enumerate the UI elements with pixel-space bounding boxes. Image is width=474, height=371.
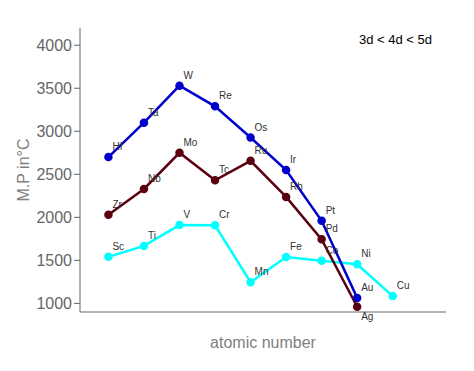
svg-text:Ir: Ir — [290, 154, 297, 165]
svg-text:Fe: Fe — [290, 241, 302, 252]
svg-text:W: W — [183, 70, 193, 81]
svg-text:Zr: Zr — [112, 199, 122, 210]
svg-text:Ti: Ti — [148, 230, 156, 241]
svg-text:Re: Re — [219, 90, 232, 101]
svg-text:1000: 1000 — [36, 295, 72, 312]
svg-text:Ag: Ag — [361, 311, 373, 322]
svg-text:Au: Au — [361, 282, 373, 293]
svg-text:Mn: Mn — [255, 266, 269, 277]
svg-text:3000: 3000 — [36, 123, 72, 140]
svg-text:Cr: Cr — [219, 209, 230, 220]
svg-text:Os: Os — [255, 122, 268, 133]
svg-text:atomic number: atomic number — [210, 334, 316, 351]
svg-text:4000: 4000 — [36, 37, 72, 54]
svg-text:Ta: Ta — [148, 107, 159, 118]
svg-text:Cu: Cu — [397, 280, 410, 291]
svg-text:Ni: Ni — [361, 248, 370, 259]
svg-text:Co: Co — [326, 245, 339, 256]
svg-text:2500: 2500 — [36, 166, 72, 183]
svg-text:3500: 3500 — [36, 80, 72, 97]
svg-text:Tc: Tc — [219, 164, 229, 175]
svg-text:Pt: Pt — [326, 205, 336, 216]
svg-text:2000: 2000 — [36, 209, 72, 226]
svg-text:Rh: Rh — [290, 181, 303, 192]
svg-text:Nb: Nb — [148, 173, 161, 184]
html-text:3d < 4d < 5d: 3d < 4d < 5d — [359, 32, 432, 47]
svg-text:Ru: Ru — [255, 145, 268, 156]
svg-text:Pd: Pd — [326, 223, 338, 234]
svg-text:M.P in°C: M.P in°C — [15, 138, 32, 201]
svg-text:V: V — [183, 209, 190, 220]
svg-text:1500: 1500 — [36, 252, 72, 269]
svg-text:Hf: Hf — [112, 141, 122, 152]
svg-text:Sc: Sc — [112, 241, 124, 252]
svg-text:Mo: Mo — [183, 137, 197, 148]
